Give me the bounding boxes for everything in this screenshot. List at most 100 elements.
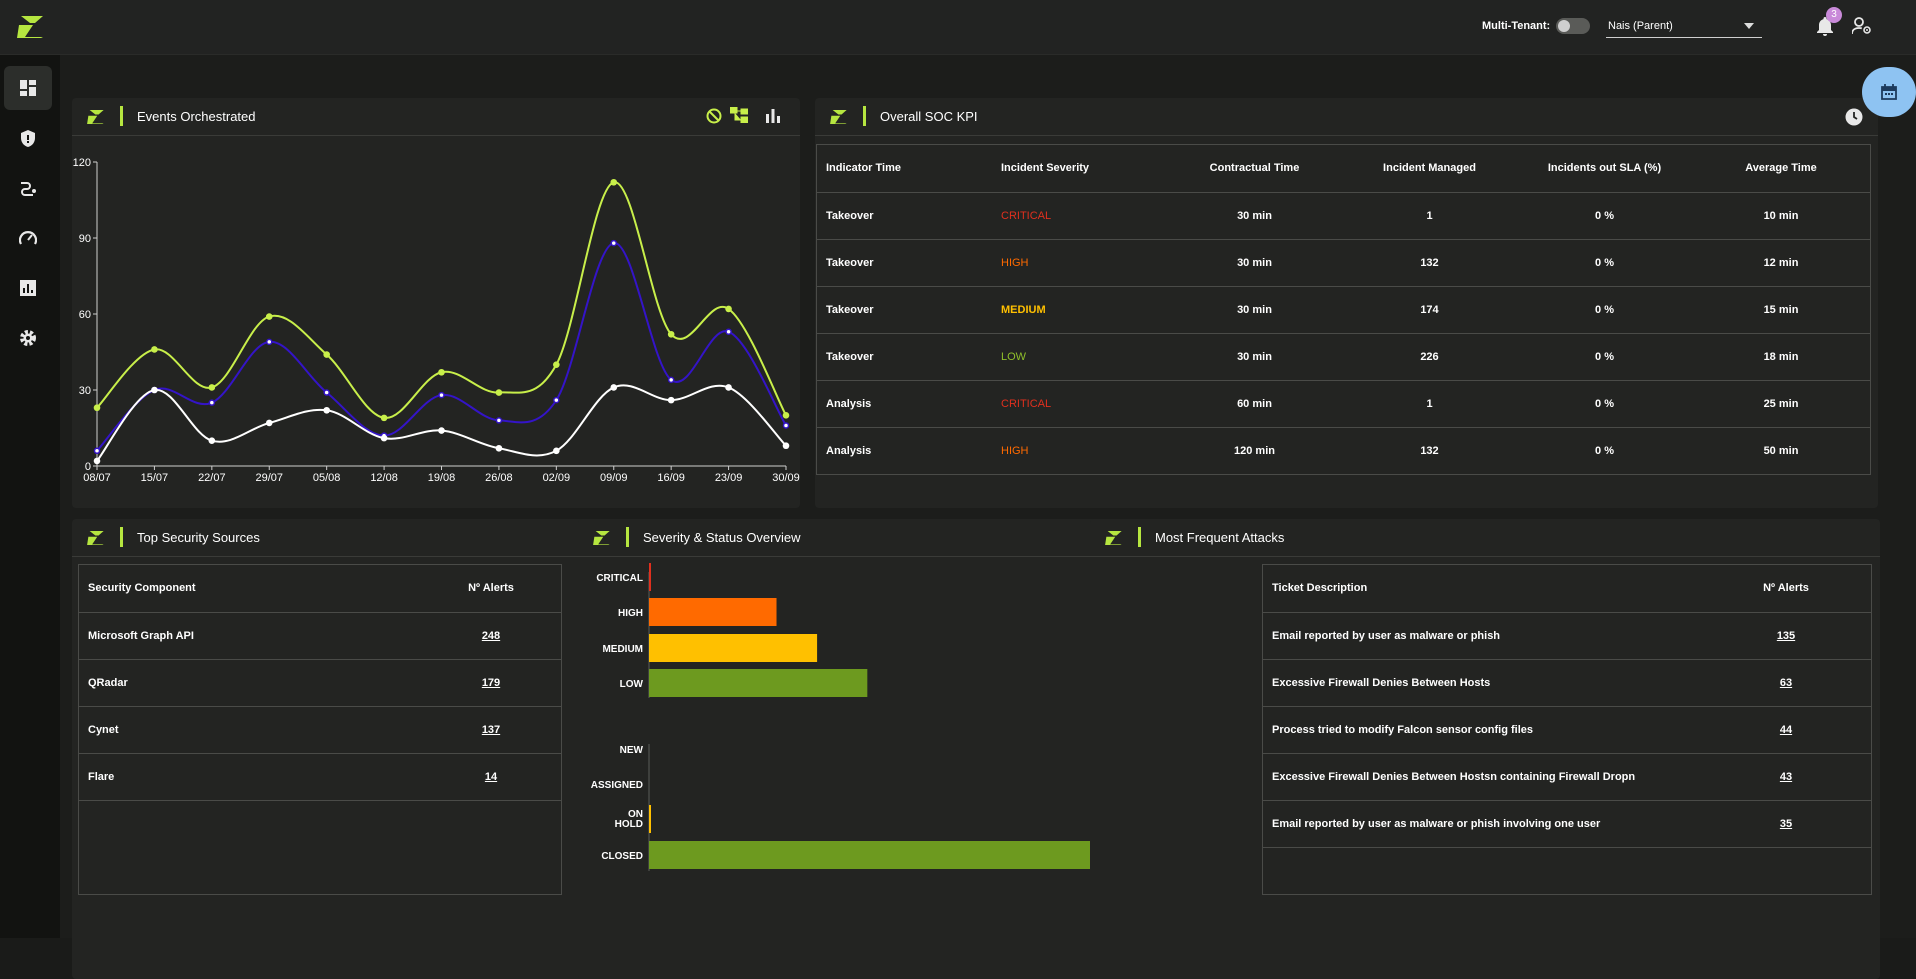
severity-cell: HIGH [992, 239, 1167, 287]
table-row: Takeover HIGH 30 min 132 0 % 12 min [817, 239, 1870, 287]
series-blue-point [667, 376, 675, 384]
x-tick-label: 16/09 [657, 472, 685, 484]
series-white-point [380, 434, 388, 442]
alert-count-link[interactable]: 137 [421, 706, 561, 754]
calendar-icon [1881, 84, 1897, 100]
status-bar [649, 805, 651, 833]
sidebar-item-security[interactable] [4, 116, 52, 160]
sidebar-item-dashboard[interactable] [4, 66, 52, 110]
attack-description: Email reported by user as malware or phi… [1263, 612, 1701, 660]
table-row: Excessive Firewall Denies Between Hostsn… [1263, 753, 1871, 801]
brand-logo-small [593, 531, 610, 545]
panel-header: Severity & Status Overview [578, 519, 1136, 557]
alert-count-link[interactable]: 135 [1701, 612, 1871, 660]
avg-time-cell: 18 min [1692, 333, 1870, 381]
sidebar [0, 55, 60, 938]
status-label: ON [628, 809, 643, 820]
series-green-point [151, 346, 158, 353]
managed-cell: 1 [1342, 192, 1517, 240]
column-header: Incidents out SLA (%) [1517, 145, 1692, 193]
series-white-point [610, 384, 618, 391]
brand-logo-small [830, 110, 847, 124]
attacks-table: Ticket Description Nº Alerts Email repor… [1263, 565, 1871, 848]
series-white-point [495, 444, 503, 452]
notifications-button[interactable]: 3 [1814, 7, 1842, 38]
x-tick-label: 08/07 [83, 472, 111, 484]
out-sla-cell: 0 % [1517, 286, 1692, 334]
series-green-point [667, 330, 675, 338]
column-header: Ticket Description [1263, 565, 1701, 613]
severity-label: LOW [620, 679, 644, 690]
series-white-point [208, 437, 216, 444]
out-sla-cell: 0 % [1517, 239, 1692, 287]
column-header: Average Time [1692, 145, 1870, 193]
user-settings-icon[interactable] [1852, 17, 1872, 35]
header-accent-bar [1138, 527, 1141, 547]
y-tick-label: 90 [79, 233, 91, 245]
alert-count-link[interactable]: 35 [1701, 800, 1871, 848]
severity-bar [649, 598, 777, 626]
notification-count-badge: 3 [1826, 7, 1842, 23]
severity-bar [649, 669, 868, 697]
y-tick-label: 60 [79, 309, 91, 321]
severity-bar [649, 563, 651, 591]
x-tick-label: 15/07 [141, 472, 169, 484]
contractual-cell: 120 min [1234, 444, 1275, 457]
indicator-cell: Analysis [826, 444, 872, 457]
alert-count-link[interactable]: 179 [421, 659, 561, 707]
calendar-fab-button[interactable] [1862, 67, 1916, 117]
table-row: Email reported by user as malware or phi… [1263, 800, 1871, 848]
shield-icon [21, 129, 35, 147]
column-header: Contractual Time [1167, 145, 1342, 193]
x-tick-label: 22/07 [198, 472, 226, 484]
alert-count-link[interactable]: 14 [421, 753, 561, 801]
series-blue-point [553, 396, 560, 404]
column-header: Nº Alerts [1701, 565, 1871, 613]
series-green-line [96, 181, 787, 419]
sidebar-item-monitoring[interactable] [4, 216, 52, 260]
alert-count-link[interactable]: 248 [421, 612, 561, 660]
series-green-point [495, 389, 503, 396]
sidebar-item-settings[interactable] [4, 316, 52, 360]
series-blue-point [93, 447, 101, 455]
indicator-cell: Takeover [817, 239, 992, 287]
avg-time-cell: 25 min [1692, 380, 1870, 428]
x-tick-label: 29/07 [255, 472, 283, 484]
series-blue-point [266, 338, 273, 346]
sidebar-item-reports[interactable] [4, 266, 52, 310]
brand-logo[interactable] [17, 16, 45, 38]
y-tick-label: 0 [85, 461, 91, 473]
series-blue-point [438, 391, 445, 399]
table-row: Microsoft Graph API 248 [79, 612, 561, 660]
contractual-cell: 30 min [1167, 239, 1342, 287]
column-header: Incident Severity [992, 145, 1167, 193]
brand-logo-small [87, 531, 104, 545]
header-accent-bar [120, 106, 123, 126]
avg-time-cell: 50 min [1763, 444, 1799, 457]
series-white-point [265, 419, 273, 427]
alert-count-link[interactable]: 44 [1701, 706, 1871, 754]
table-row: Process tried to modify Falcon sensor co… [1263, 706, 1871, 754]
tenant-select[interactable]: Nais (Parent) [1606, 12, 1762, 38]
hierarchy-icon[interactable] [730, 107, 748, 123]
top-bar: Multi-Tenant: Nais (Parent) 3 [0, 0, 1916, 55]
block-icon[interactable] [706, 108, 722, 124]
series-green-point [208, 384, 216, 391]
tenant-select-value: Nais (Parent) [1608, 20, 1673, 32]
sources-table: Security Component Nº Alerts Microsoft G… [79, 565, 561, 801]
series-green-point [610, 178, 618, 186]
gear-icon [20, 330, 36, 346]
soc-kpi-panel: Overall SOC KPI Indicator Time Incident … [815, 98, 1878, 508]
multi-tenant-toggle[interactable] [1556, 18, 1590, 34]
sidebar-item-automation[interactable] [4, 166, 52, 210]
alert-count-link[interactable]: 63 [1701, 659, 1871, 707]
bar-chart-icon[interactable] [765, 108, 781, 124]
series-blue-point [782, 422, 790, 429]
table-row: Takeover CRITICAL 30 min 1 0 % 10 min [817, 192, 1870, 240]
contractual-cell: 30 min [1167, 333, 1342, 381]
indicator-cell: Takeover [817, 333, 992, 381]
attack-description: Process tried to modify Falcon sensor co… [1263, 706, 1701, 754]
alert-count-link[interactable]: 43 [1701, 753, 1871, 801]
panel-title: Severity & Status Overview [643, 530, 801, 545]
clock-icon[interactable] [1845, 108, 1863, 126]
